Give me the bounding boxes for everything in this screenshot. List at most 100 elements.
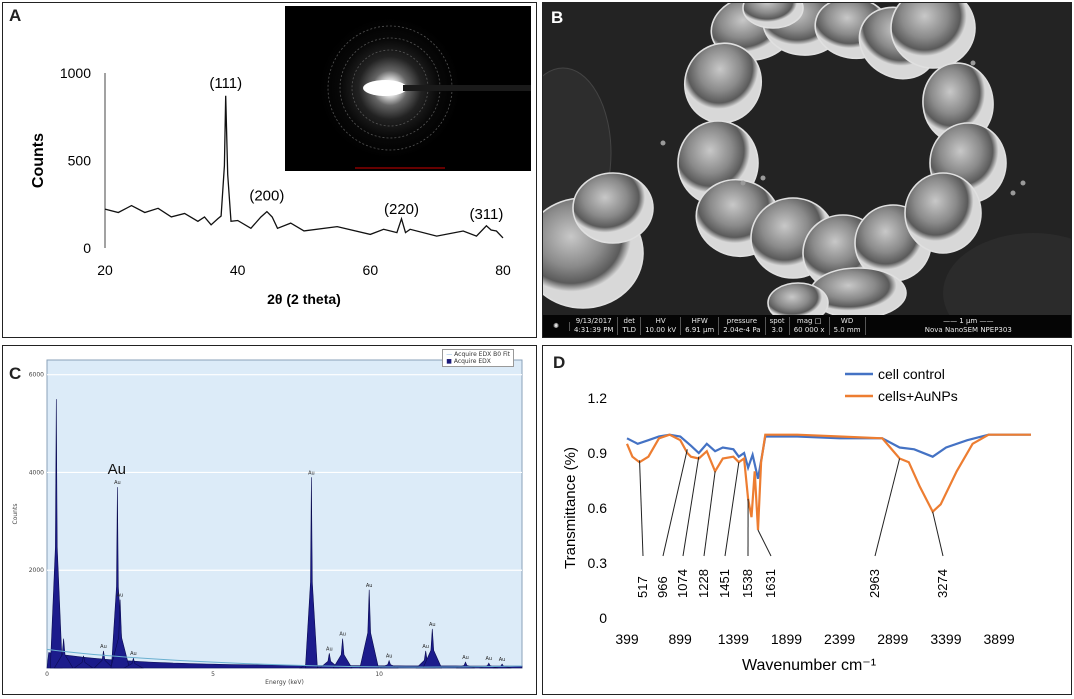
ftir-series-line xyxy=(626,433,1031,479)
annotation-leader-line xyxy=(724,462,740,557)
ftir-chart: 0 0.3 0.6 0.9 1.2 399 899 1399 1899 2399 2899 3399 3… xyxy=(562,366,1031,674)
legend-label: cell control xyxy=(878,366,945,382)
annotation-leader-line xyxy=(639,460,644,557)
sem-logo-icon: ✺ xyxy=(543,321,570,331)
edx-peak-element-tag: Au xyxy=(117,593,124,599)
edx-peak xyxy=(332,638,353,669)
edx-peak xyxy=(359,589,379,669)
annotation-leader-line xyxy=(703,471,716,557)
x-axis-label: Energy (keV) xyxy=(265,679,304,686)
bacterial-cell xyxy=(742,3,804,29)
annotation-leader-line xyxy=(662,449,688,557)
wavenumber-annotation: 2963 xyxy=(867,569,882,598)
panel-label-c: C xyxy=(9,364,22,383)
edx-peak-element-tag: Au xyxy=(114,480,121,486)
edx-peak-element-tag: Au xyxy=(386,654,393,660)
sem-mag: mag □ 60 000 x xyxy=(790,317,830,335)
au-annotation: Au xyxy=(108,461,126,478)
wavenumber-annotation: 3274 xyxy=(935,569,950,598)
y-tick-label: 500 xyxy=(68,153,92,169)
edx-legend: — Acquire EDX B0 Fit ■ Acquire EDX xyxy=(442,349,514,367)
x-tick-label: 40 xyxy=(230,262,246,278)
edx-peak-element-tag: Au xyxy=(429,622,436,628)
x-tick-label: 3399 xyxy=(930,631,961,647)
sem-pressure: pressure 2.04e-4 Pa xyxy=(719,317,766,335)
peak-label: (220) xyxy=(384,201,419,218)
edx-chart: 2000 4000 6000 0 5 10 Energy (keV) Counts Au Au Au… xyxy=(12,359,523,686)
annotation-leader-line xyxy=(757,529,772,557)
panel-label-b: B xyxy=(551,8,564,27)
edx-peak xyxy=(122,657,144,669)
wavenumber-annotation: 1631 xyxy=(763,569,778,598)
bacterial-cell xyxy=(767,282,829,315)
wavenumber-annotation: 517 xyxy=(635,576,650,598)
y-tick-label: 2000 xyxy=(29,567,44,574)
edx-peak xyxy=(422,628,443,669)
edx-peak-element-tag: Au xyxy=(499,657,506,663)
y-tick-label: 0.3 xyxy=(588,555,608,571)
edx-plot-area xyxy=(46,359,523,669)
peak-label: (311) xyxy=(469,206,503,223)
edx-peak xyxy=(379,659,399,669)
x-tick-label: 20 xyxy=(97,262,113,278)
bacterial-cell xyxy=(683,42,763,124)
edx-peak-element-tag: Au xyxy=(366,583,373,589)
nanoparticle-debris xyxy=(1010,190,1016,196)
x-tick-label: 2399 xyxy=(824,631,855,647)
x-tick-label: 80 xyxy=(495,262,511,278)
edx-legend-item: ■ Acquire EDX xyxy=(446,358,491,365)
y-tick-label: 0 xyxy=(599,610,607,626)
xrd-chart: 0 500 1000 20 40 60 80 2θ (2 theta) Counts (111) (… xyxy=(30,6,531,307)
sem-spot: spot 3.0 xyxy=(766,317,790,335)
edx-peak-element-tag: Au xyxy=(308,470,315,476)
edx-peak-element-tag: Au xyxy=(462,655,469,661)
sem-wd: WD 5.0 mm xyxy=(830,317,866,335)
sem-micrograph xyxy=(543,3,1071,315)
wavenumber-annotation: 966 xyxy=(655,576,670,598)
legend-line-icon: — xyxy=(446,351,455,358)
wavenumber-annotation: 1538 xyxy=(740,569,755,598)
x-tick-label: 2899 xyxy=(877,631,908,647)
edx-peak xyxy=(73,655,94,669)
bacterial-cell xyxy=(904,172,982,254)
y-axis-label: Transmittance (%) xyxy=(562,447,579,569)
y-tick-label: 1.2 xyxy=(588,390,608,406)
annotation-leader-line xyxy=(682,456,700,557)
wavenumber-annotation: 1451 xyxy=(717,569,732,598)
y-tick-label: 0 xyxy=(83,240,91,256)
nanoparticle-debris xyxy=(970,60,976,66)
y-axis-label: Counts xyxy=(30,133,47,188)
annotation-leader-line xyxy=(932,511,944,557)
y-axis-label: Counts xyxy=(12,504,19,525)
x-tick-label: 399 xyxy=(615,631,639,647)
edx-peak-element-tag: Au xyxy=(339,632,346,638)
edx-peak-element-tag: Au xyxy=(130,651,137,657)
x-tick-label: 899 xyxy=(668,631,692,647)
panel-d-ftir: D 0 0.3 0.6 0.9 1.2 399 899 1399 1899 2399 2899 339… xyxy=(542,345,1072,695)
x-tick-label: 1899 xyxy=(771,631,802,647)
edx-peak-element-tag: Au xyxy=(485,656,492,662)
edx-peak xyxy=(53,638,74,669)
y-tick-label: 1000 xyxy=(60,65,91,81)
peak-label: (111) xyxy=(209,75,242,92)
x-tick-label: 5 xyxy=(211,671,215,678)
y-tick-label: 6000 xyxy=(29,372,44,379)
xrd-series-line xyxy=(104,95,504,239)
edx-peak-element-tag: Au xyxy=(100,644,107,650)
sem-background-blob xyxy=(943,233,1071,315)
wavenumber-annotation: 1074 xyxy=(675,569,690,598)
nanoparticle-debris xyxy=(740,180,746,186)
edx-legend-item: — Acquire EDX B0 Fit xyxy=(446,351,510,358)
x-axis-label: 2θ (2 theta) xyxy=(267,291,341,307)
x-tick-label: 10 xyxy=(375,671,383,678)
annotation-leader-line xyxy=(874,458,901,557)
nanoparticle-debris xyxy=(760,175,766,181)
ftir-series-line xyxy=(625,433,1031,531)
x-tick-label: 3899 xyxy=(984,631,1015,647)
sem-hv: HV 10.00 kV xyxy=(641,317,682,335)
panel-b-sem: B ✺ 9/13/2017 4:31:39 PM det TLD HV 10.00 k… xyxy=(542,2,1072,338)
x-tick-label: 0 xyxy=(45,671,49,678)
beam-stop xyxy=(403,85,531,91)
peak-label: (200) xyxy=(249,188,284,205)
panel-label-a: A xyxy=(9,6,22,25)
